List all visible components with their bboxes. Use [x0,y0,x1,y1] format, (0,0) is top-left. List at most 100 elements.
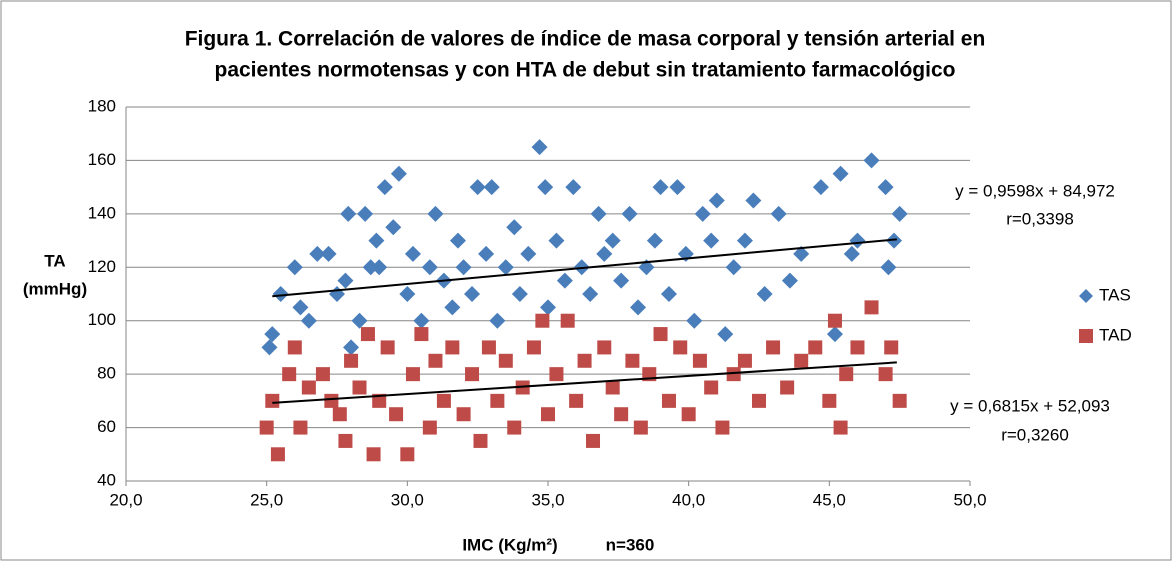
point [726,367,741,382]
x-tick-label: 20,0 [109,490,142,509]
point [613,272,630,289]
point [694,205,711,222]
point [737,353,752,368]
point [490,393,505,408]
point [781,272,798,289]
point [422,420,437,435]
point [535,313,550,328]
x-tick-label: 45,0 [813,490,846,509]
point [839,367,854,382]
point [385,219,402,236]
y-axis-label: TA [44,251,65,270]
point [259,420,274,435]
point [812,179,829,196]
point [878,367,893,382]
point [507,420,522,435]
point [357,205,374,222]
point [261,339,278,356]
trendline-equation: y = 0,9598x + 84,972 [955,181,1115,200]
point [541,407,555,422]
point [445,340,460,355]
legend-label: TAS [1099,285,1131,304]
point [673,340,688,355]
point [832,165,849,182]
point [352,380,367,395]
point [324,393,339,408]
point [404,245,421,262]
point [586,433,601,448]
point [478,245,495,262]
trendline-r: r=0,3398 [1006,209,1074,228]
point [498,353,513,368]
point [421,259,438,276]
point [469,179,486,196]
point [597,340,612,355]
point [794,353,809,368]
point [604,232,621,249]
legend-marker [1079,289,1093,303]
point [540,299,556,316]
point [822,393,837,408]
point [481,340,496,355]
legend-label: TAD [1099,325,1132,344]
point [300,312,317,329]
point [826,326,843,343]
point [340,205,357,222]
point [265,393,280,408]
point [351,312,368,329]
point [315,367,330,382]
point [309,245,326,262]
point [360,327,375,342]
point [400,447,415,462]
point [376,179,393,196]
point [646,232,663,249]
point [337,272,354,289]
point [489,312,506,329]
x-tick-label: 30,0 [391,490,424,509]
point [380,340,395,355]
point [703,232,720,249]
point [368,232,385,249]
point [366,447,381,462]
point [389,407,404,422]
y-tick-label: 180 [88,96,116,115]
point [282,367,297,382]
point [427,205,444,222]
point [464,286,481,302]
point [338,433,353,448]
point [884,340,899,355]
point [399,286,416,302]
point [473,433,488,448]
point [704,380,719,395]
point [833,420,848,435]
point [436,393,451,408]
point [843,245,860,262]
x-tick-label: 35,0 [531,490,564,509]
point [526,340,541,355]
point [506,219,523,236]
point [344,353,359,368]
point [717,326,734,343]
point [880,259,897,276]
y-tick-label: 140 [88,203,116,222]
point [793,245,810,262]
point [582,286,599,302]
point [428,353,443,368]
point [549,367,564,382]
point [413,312,430,329]
y-axis-label: (mmHg) [23,279,87,298]
point [537,179,554,196]
point [736,232,753,249]
point [756,286,773,302]
point [405,367,420,382]
point [661,393,676,408]
point [621,205,638,222]
trendline-r: r=0,3260 [1001,425,1069,444]
chart-title: pacientes normotensas y con HTA de debut… [215,59,956,82]
x-axis-label: IMC (Kg/m²) [462,535,557,554]
point [745,192,762,209]
point [320,245,337,262]
point [864,300,879,315]
